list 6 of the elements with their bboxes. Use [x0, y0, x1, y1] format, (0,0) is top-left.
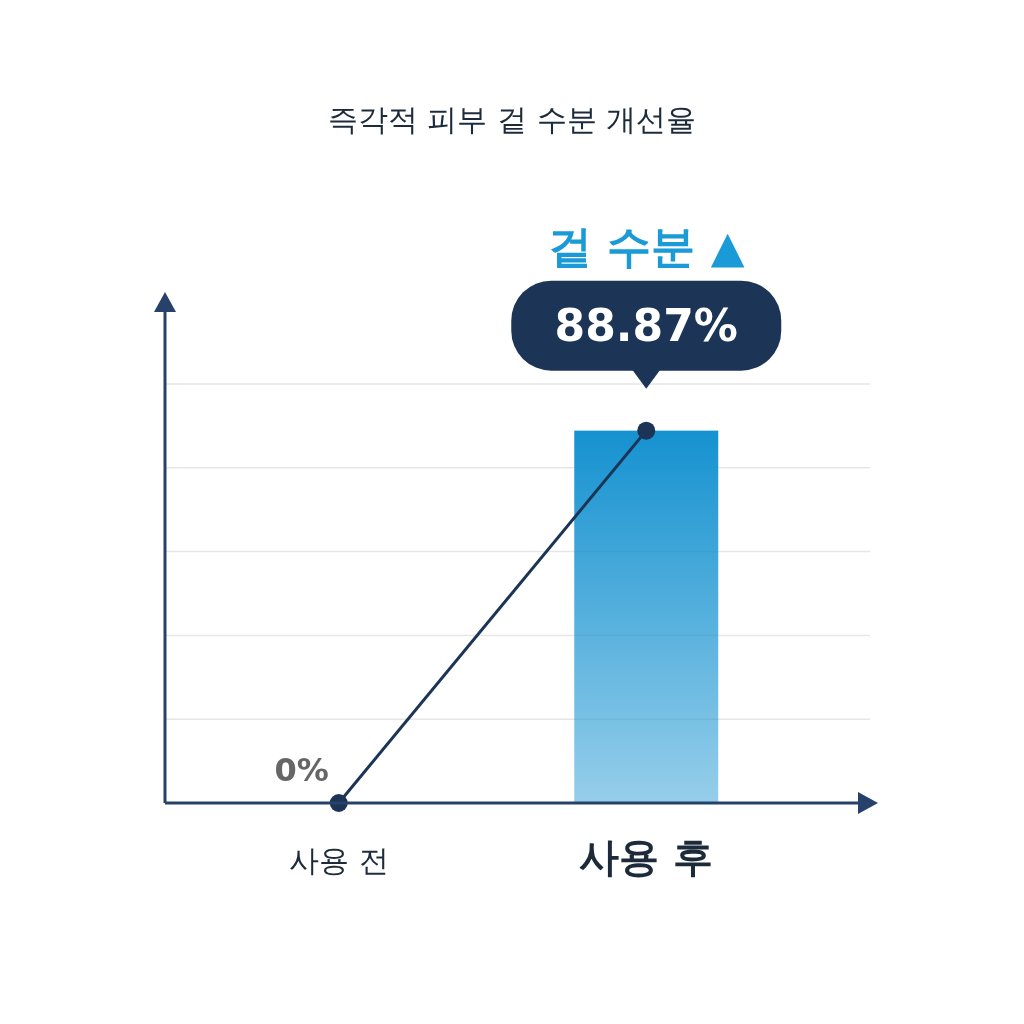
x-tick-label: 사용 전 [288, 843, 389, 878]
x-tick-label: 사용 후 [579, 834, 714, 880]
text: 겉 수분 ▲ [548, 221, 745, 272]
data-label: 88.87% [554, 299, 738, 351]
chart-title: 즉각적 피부 겉 수분 개선율 [327, 102, 697, 137]
data-label: 0% [274, 751, 329, 789]
